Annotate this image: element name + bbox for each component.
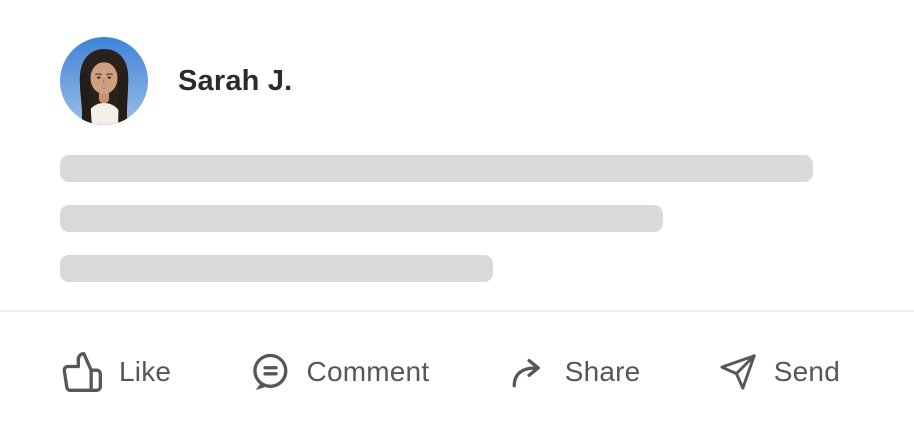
- skeleton-line-3: [60, 255, 493, 282]
- speech-bubble-icon: [248, 350, 292, 394]
- skeleton-line-2: [60, 205, 663, 232]
- divider: [0, 310, 914, 312]
- avatar[interactable]: [60, 37, 148, 125]
- send-button[interactable]: Send: [717, 351, 840, 393]
- curved-arrow-icon: [506, 350, 550, 394]
- comment-label: Comment: [306, 356, 430, 387]
- post-header: Sarah J.: [60, 37, 292, 125]
- author-name[interactable]: Sarah J.: [178, 64, 293, 97]
- paper-plane-icon: [717, 351, 759, 393]
- avatar-photo: [60, 37, 148, 125]
- thumbs-up-icon: [60, 350, 104, 394]
- like-label: Like: [119, 356, 172, 387]
- send-label: Send: [773, 356, 840, 387]
- like-button[interactable]: Like: [60, 350, 171, 394]
- action-bar: Like Comment Share: [60, 340, 840, 404]
- share-button[interactable]: Share: [506, 350, 641, 394]
- comment-button[interactable]: Comment: [248, 350, 430, 394]
- share-label: Share: [564, 356, 641, 387]
- skeleton-line-1: [60, 155, 813, 182]
